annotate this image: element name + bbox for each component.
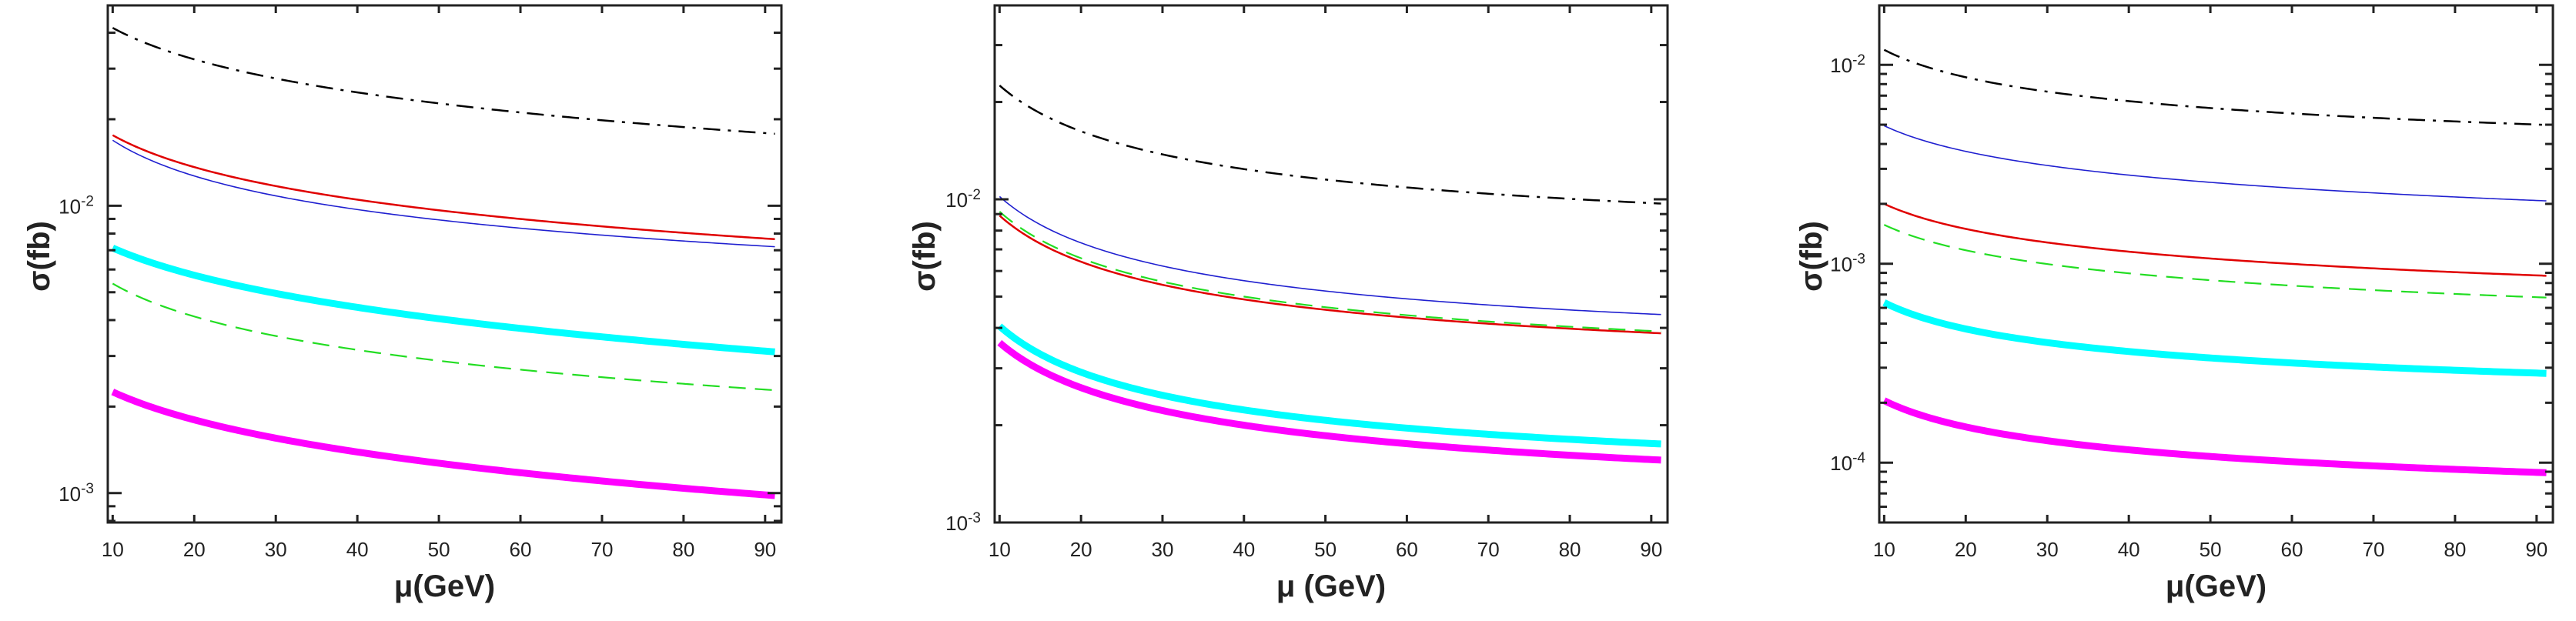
series-cyan-thick — [111, 245, 775, 356]
x-tick-label: 30 — [2036, 538, 2059, 561]
x-tick-label: 90 — [1640, 538, 1662, 561]
y-tick-base: 10 — [945, 512, 968, 535]
series-magenta-thick — [111, 389, 775, 499]
x-tick-label: 90 — [2525, 538, 2548, 561]
y-tick-base: 10 — [1830, 253, 1852, 276]
y-tick-base: 10 — [59, 195, 81, 218]
y-tick-label: 10-2 — [59, 193, 94, 218]
series-green-dashed — [999, 211, 1661, 332]
series-magenta-thick — [997, 339, 1661, 464]
x-tick-label: 40 — [2118, 538, 2140, 561]
y-tick-base: 10 — [59, 482, 81, 506]
series-cyan-thick — [997, 323, 1661, 448]
y-axis-title: σ(fb) — [908, 221, 942, 292]
y-axis-title: σ(fb) — [22, 221, 56, 292]
series-black-dashdot — [999, 85, 1661, 205]
y-tick-base: 10 — [1830, 54, 1852, 77]
y-tick-exponent: -3 — [968, 510, 981, 526]
y-tick-label: 10-3 — [945, 510, 981, 535]
plot-frame — [106, 4, 783, 524]
x-tick-label: 70 — [2362, 538, 2384, 561]
y-tick-label: 10-2 — [1830, 52, 1865, 77]
x-tick-label: 60 — [510, 538, 532, 561]
series-red-solid — [999, 215, 1661, 335]
y-tick-exponent: -3 — [1852, 252, 1865, 268]
x-tick-label: 30 — [265, 538, 287, 561]
x-tick-label: 60 — [1396, 538, 1418, 561]
x-tick-label: 90 — [754, 538, 776, 561]
series-magenta-thick — [1882, 397, 2547, 476]
plot-frame — [1878, 4, 2554, 524]
series-green-dashed — [112, 282, 775, 392]
y-tick-base: 10 — [945, 189, 968, 212]
series-black-dashdot — [112, 27, 775, 135]
x-tick-label: 80 — [672, 538, 694, 561]
y-tick-exponent: -4 — [1852, 450, 1865, 466]
y-tick-label: 10-3 — [59, 481, 94, 506]
y-tick-label: 10-3 — [1830, 252, 1865, 276]
x-tick-label: 10 — [1873, 538, 1895, 561]
y-tick-exponent: -2 — [1852, 52, 1865, 68]
x-tick-label: 60 — [2281, 538, 2303, 561]
x-axis-title: μ(GeV) — [2166, 569, 2267, 603]
series-green-dashed — [1883, 224, 2547, 299]
x-tick-label: 30 — [1152, 538, 1174, 561]
x-axis-title: μ (GeV) — [1276, 569, 1386, 603]
y-tick-exponent: -2 — [81, 193, 94, 209]
x-tick-label: 40 — [1233, 538, 1255, 561]
y-axis-title: σ(fb) — [1795, 221, 1828, 292]
x-tick-label: 80 — [1559, 538, 1581, 561]
series-black-dashdot — [1883, 48, 2547, 126]
x-tick-label: 10 — [989, 538, 1011, 561]
y-tick-base: 10 — [1830, 452, 1852, 475]
x-tick-label: 50 — [2200, 538, 2222, 561]
series-blue-thin — [112, 139, 775, 248]
x-tick-label: 50 — [428, 538, 450, 561]
x-tick-label: 20 — [183, 538, 206, 561]
x-tick-label: 20 — [1070, 538, 1092, 561]
x-tick-label: 70 — [1477, 538, 1500, 561]
x-tick-label: 10 — [102, 538, 124, 561]
x-tick-label: 80 — [2444, 538, 2466, 561]
y-tick-exponent: -2 — [968, 187, 981, 203]
series-red-solid — [112, 134, 775, 241]
y-tick-exponent: -3 — [81, 481, 94, 497]
x-tick-label: 70 — [590, 538, 613, 561]
plot-frame — [993, 4, 1669, 524]
y-tick-label: 10-4 — [1830, 450, 1865, 475]
panel-3: 10 20 30 40 50 60 70 80 9010-210-310-4μ(GeV)σ(fb… — [1795, 4, 2554, 603]
x-tick-label: 40 — [346, 538, 369, 561]
series-red-solid — [1883, 202, 2547, 277]
x-tick-label: 50 — [1314, 538, 1337, 561]
x-tick-label: 20 — [1955, 538, 1977, 561]
y-tick-label: 10-2 — [945, 187, 981, 212]
series-blue-thin — [999, 195, 1661, 316]
series-cyan-thick — [1882, 299, 2547, 377]
series-blue-thin — [1884, 125, 2547, 202]
x-axis-title: μ(GeV) — [394, 569, 495, 603]
